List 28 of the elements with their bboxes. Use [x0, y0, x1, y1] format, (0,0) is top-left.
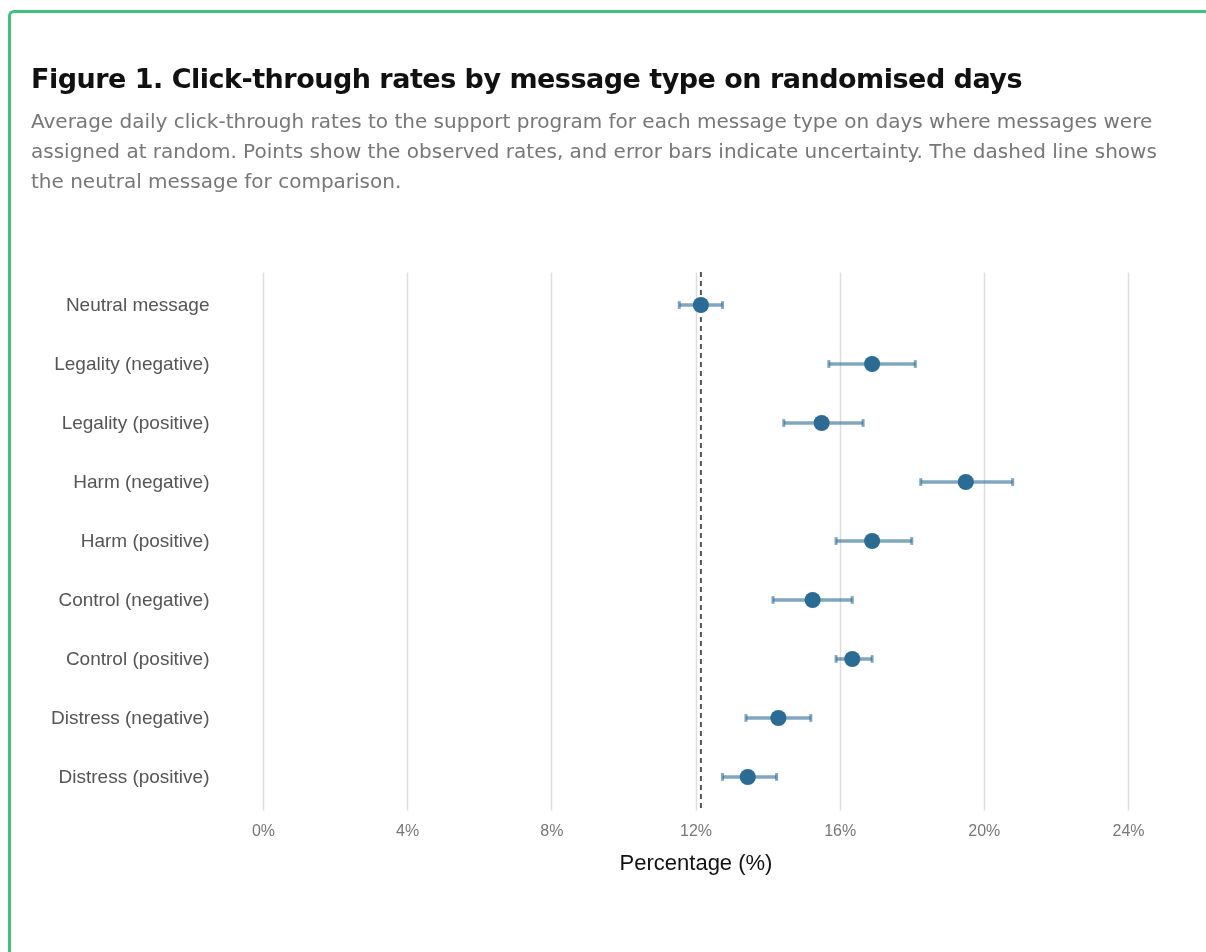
x-tick-label: 8% — [540, 821, 564, 839]
x-tick-label: 24% — [1112, 821, 1145, 839]
x-tick-label: 12% — [679, 821, 713, 839]
x-axis-title: Percentage (%) — [619, 849, 773, 875]
point — [692, 296, 709, 314]
point — [864, 355, 881, 373]
x-tick-label: 20% — [968, 821, 1001, 839]
point — [864, 532, 881, 550]
point — [739, 768, 756, 786]
point — [813, 414, 830, 432]
y-tick-label: Neutral message — [65, 294, 210, 316]
y-tick-label: Legality (negative) — [54, 353, 210, 375]
x-tick-label: 4% — [396, 821, 420, 839]
chart-title: Figure 1. Click-through rates by message type on randomised days — [31, 63, 1023, 94]
point — [957, 473, 974, 491]
y-tick-label: Harm (positive) — [80, 530, 210, 551]
x-tick-label: 0% — [251, 821, 276, 839]
point — [844, 650, 861, 668]
y-tick-label: Legality (positive) — [61, 412, 210, 434]
y-tick-label: Control (negative) — [58, 588, 210, 610]
y-tick-label: Harm (negative) — [73, 471, 210, 493]
point — [804, 591, 821, 609]
chart-subtitle: Average daily click-through rates to the support program for each message type on days where messages were assigned at random. Points show the observed rates, and error bars indicate uncertainty. The dashed line shows the neutral message for comparison. — [31, 108, 1158, 195]
y-tick-label: Distress (positive) — [58, 765, 210, 787]
y-tick-label: Distress (negative) — [51, 706, 210, 728]
point — [770, 709, 787, 727]
y-tick-label: Control (positive) — [65, 647, 210, 669]
x-tick-label: 16% — [824, 821, 857, 839]
